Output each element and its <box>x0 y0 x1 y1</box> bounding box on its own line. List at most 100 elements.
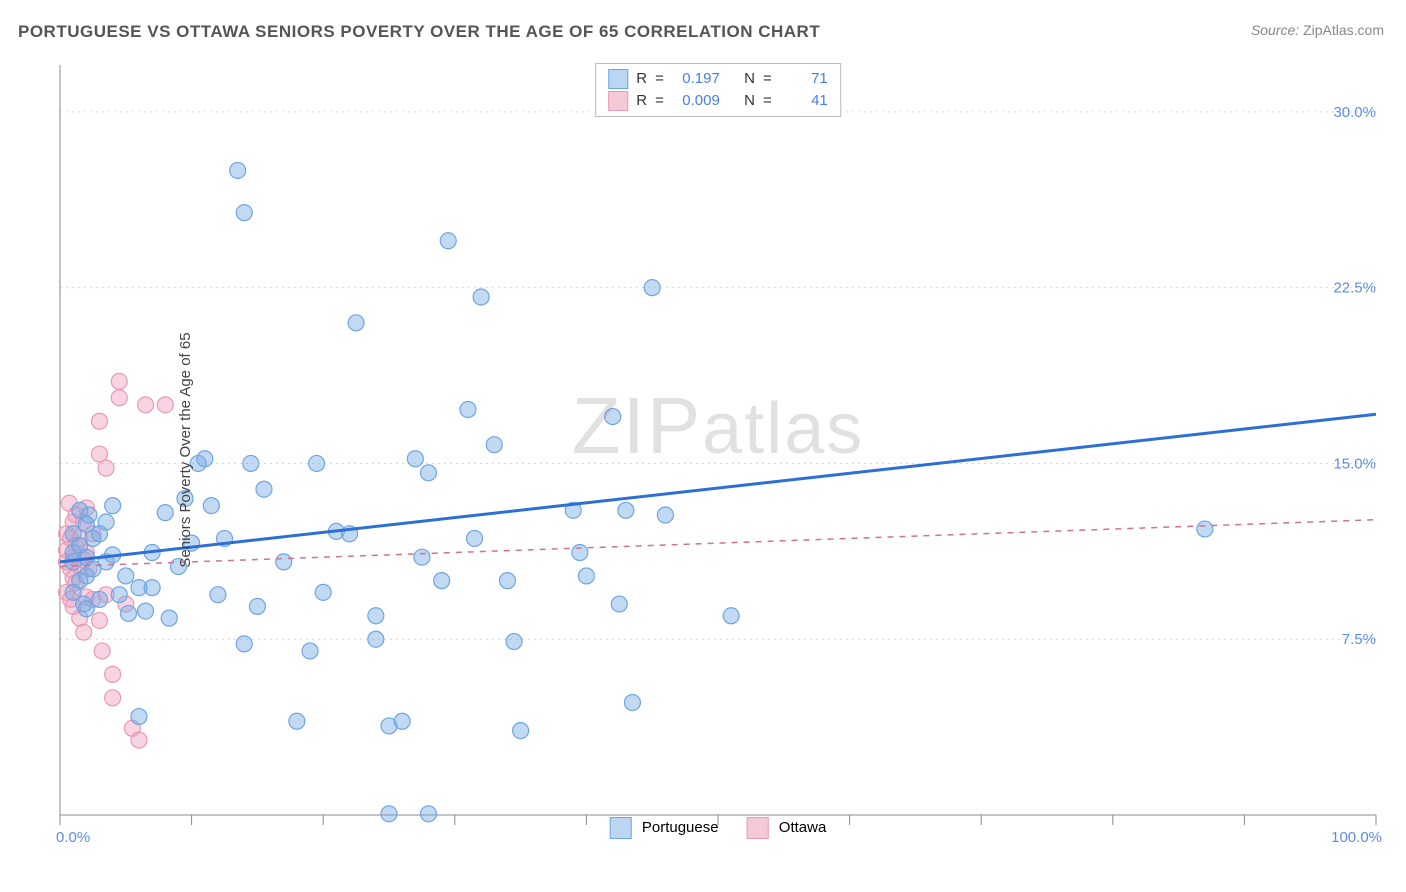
x-axis-min-label: 0.0% <box>56 829 90 846</box>
y-tick-label: 7.5% <box>1342 631 1376 648</box>
scatter-point <box>394 713 410 729</box>
scatter-point <box>624 695 640 711</box>
scatter-point <box>94 643 110 659</box>
legend-n-value-ottawa: 41 <box>780 90 828 112</box>
legend-item-ottawa: Ottawa <box>747 817 827 839</box>
legend-n-label: N <box>744 68 755 90</box>
scatter-point <box>76 624 92 640</box>
scatter-point <box>98 460 114 476</box>
legend-item-portuguese: Portuguese <box>610 817 719 839</box>
legend-swatch-ottawa <box>747 817 769 839</box>
source-attribution: Source: ZipAtlas.com <box>1251 22 1384 38</box>
x-axis-max-label: 100.0% <box>1331 829 1382 846</box>
legend-swatch-portuguese <box>610 817 632 839</box>
scatter-point <box>289 713 305 729</box>
scatter-point <box>111 587 127 603</box>
scatter-point <box>414 549 430 565</box>
scatter-point <box>611 596 627 612</box>
y-tick-label: 22.5% <box>1333 280 1376 297</box>
scatter-point <box>368 608 384 624</box>
scatter-point <box>407 451 423 467</box>
scatter-point <box>120 605 136 621</box>
legend-r-value-portuguese: 0.197 <box>672 68 720 90</box>
scatter-point <box>506 634 522 650</box>
scatter-point <box>105 498 121 514</box>
scatter-point <box>98 514 114 530</box>
source-value: ZipAtlas.com <box>1303 22 1384 38</box>
scatter-point <box>644 280 660 296</box>
scatter-point <box>91 413 107 429</box>
scatter-point <box>572 545 588 561</box>
scatter-point <box>657 507 673 523</box>
scatter-point <box>161 610 177 626</box>
scatter-point <box>420 806 436 822</box>
scatter-point <box>131 709 147 725</box>
legend-n-label: N <box>744 90 755 112</box>
scatter-point <box>513 723 529 739</box>
source-label: Source: <box>1251 22 1299 38</box>
legend-r-value-ottawa: 0.009 <box>672 90 720 112</box>
scatter-point <box>81 507 97 523</box>
scatter-point <box>348 315 364 331</box>
legend-eq: = <box>763 90 772 112</box>
scatter-point <box>578 568 594 584</box>
scatter-point <box>276 554 292 570</box>
scatter-point <box>499 573 515 589</box>
scatter-point <box>368 631 384 647</box>
trend-line <box>60 520 1376 567</box>
legend-eq: = <box>763 68 772 90</box>
y-tick-label: 30.0% <box>1333 104 1376 121</box>
legend-label-ottawa: Ottawa <box>779 819 827 836</box>
scatter-point <box>105 690 121 706</box>
scatter-point <box>249 598 265 614</box>
scatter-point <box>197 451 213 467</box>
scatter-point <box>243 455 259 471</box>
scatter-point <box>309 455 325 471</box>
scatter-point <box>467 530 483 546</box>
scatter-point <box>111 373 127 389</box>
scatter-point <box>203 498 219 514</box>
scatter-point <box>315 584 331 600</box>
scatter-point <box>157 397 173 413</box>
legend-row-ottawa: R = 0.009 N = 41 <box>608 90 828 112</box>
scatter-point <box>111 390 127 406</box>
scatter-point <box>105 666 121 682</box>
scatter-point <box>91 591 107 607</box>
legend-label-portuguese: Portuguese <box>642 819 719 836</box>
scatter-point <box>1197 521 1213 537</box>
scatter-point <box>605 409 621 425</box>
legend-r-label: R <box>636 90 647 112</box>
scatter-point <box>236 205 252 221</box>
scatter-point <box>144 580 160 596</box>
y-axis-title: Seniors Poverty Over the Age of 65 <box>177 332 194 567</box>
scatter-point <box>138 603 154 619</box>
scatter-chart: Seniors Poverty Over the Age of 65 ZIPat… <box>50 55 1386 845</box>
legend-swatch-ottawa <box>608 91 628 111</box>
legend-r-label: R <box>636 68 647 90</box>
legend-eq: = <box>655 90 664 112</box>
scatter-point <box>381 806 397 822</box>
scatter-point <box>302 643 318 659</box>
scatter-point <box>118 568 134 584</box>
scatter-point <box>434 573 450 589</box>
plot-svg: 7.5% 15.0% 22.5% 30.0% <box>50 55 1386 845</box>
scatter-point <box>131 732 147 748</box>
scatter-point <box>420 465 436 481</box>
legend-row-portuguese: R = 0.197 N = 71 <box>608 68 828 90</box>
scatter-point <box>230 162 246 178</box>
y-tick-label: 15.0% <box>1333 455 1376 472</box>
scatter-point <box>440 233 456 249</box>
scatter-point <box>138 397 154 413</box>
legend-stats-box: R = 0.197 N = 71 R = 0.009 N = 41 <box>595 63 841 117</box>
scatter-point <box>236 636 252 652</box>
legend-series-box: Portuguese Ottawa <box>610 817 827 839</box>
scatter-point <box>157 505 173 521</box>
scatter-point <box>460 402 476 418</box>
scatter-point <box>618 502 634 518</box>
scatter-point <box>723 608 739 624</box>
chart-title: PORTUGUESE VS OTTAWA SENIORS POVERTY OVE… <box>18 22 820 42</box>
legend-eq: = <box>655 68 664 90</box>
scatter-point <box>91 612 107 628</box>
scatter-point <box>473 289 489 305</box>
scatter-point <box>486 437 502 453</box>
